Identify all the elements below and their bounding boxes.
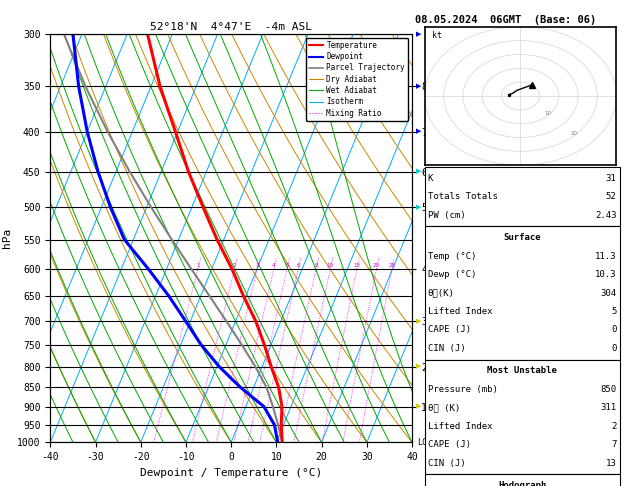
Text: Most Unstable: Most Unstable (487, 366, 557, 375)
Text: PW (cm): PW (cm) (428, 211, 465, 220)
Text: 1: 1 (196, 263, 199, 268)
Text: ▶: ▶ (416, 364, 421, 369)
Text: Pressure (mb): Pressure (mb) (428, 385, 498, 394)
Text: ▶: ▶ (416, 83, 421, 89)
Text: 6: 6 (296, 263, 300, 268)
Text: Temp (°C): Temp (°C) (428, 252, 476, 260)
Y-axis label: hPa: hPa (1, 228, 11, 248)
Text: Surface: Surface (503, 233, 541, 242)
Text: ▶: ▶ (416, 31, 421, 37)
Text: θᴄ(K): θᴄ(K) (428, 289, 455, 297)
Text: Mixing Ratio (g/kg): Mixing Ratio (g/kg) (470, 191, 479, 286)
Legend: Temperature, Dewpoint, Parcel Trajectory, Dry Adiabat, Wet Adiabat, Isotherm, Mi: Temperature, Dewpoint, Parcel Trajectory… (306, 38, 408, 121)
X-axis label: Dewpoint / Temperature (°C): Dewpoint / Temperature (°C) (140, 468, 322, 478)
Text: Hodograph: Hodograph (498, 481, 546, 486)
Text: CAPE (J): CAPE (J) (428, 440, 470, 449)
Text: Lifted Index: Lifted Index (428, 307, 493, 316)
Text: 15: 15 (353, 263, 360, 268)
Text: 7: 7 (611, 440, 616, 449)
Text: 10: 10 (544, 111, 551, 116)
Text: 11.3: 11.3 (595, 252, 616, 260)
Text: 4: 4 (272, 263, 276, 268)
Text: LCL: LCL (418, 438, 433, 447)
Text: ▶: ▶ (416, 403, 421, 410)
Text: CAPE (J): CAPE (J) (428, 326, 470, 334)
Text: 304: 304 (600, 289, 616, 297)
Text: 3: 3 (255, 263, 259, 268)
Text: 52: 52 (606, 192, 616, 201)
Text: kt: kt (432, 31, 442, 40)
Text: θᴄ (K): θᴄ (K) (428, 403, 460, 412)
Y-axis label: km
ASL: km ASL (430, 229, 451, 247)
Text: 13: 13 (606, 459, 616, 468)
Text: ▶: ▶ (416, 204, 421, 210)
Text: 2: 2 (611, 422, 616, 431)
Text: 08.05.2024  06GMT  (Base: 06): 08.05.2024 06GMT (Base: 06) (415, 15, 596, 25)
Text: 10: 10 (327, 263, 334, 268)
Text: ▶: ▶ (416, 169, 421, 174)
Text: 20: 20 (571, 131, 577, 136)
Text: Lifted Index: Lifted Index (428, 422, 493, 431)
Text: 5: 5 (286, 263, 289, 268)
Text: 8: 8 (314, 263, 318, 268)
Text: ▶: ▶ (416, 129, 421, 135)
Text: 25: 25 (389, 263, 396, 268)
Text: © weatheronline.co.uk: © weatheronline.co.uk (425, 473, 530, 482)
Text: Dewp (°C): Dewp (°C) (428, 270, 476, 279)
Text: Totals Totals: Totals Totals (428, 192, 498, 201)
Text: K: K (428, 174, 433, 183)
Text: 850: 850 (600, 385, 616, 394)
Text: 0: 0 (611, 326, 616, 334)
Text: 31: 31 (606, 174, 616, 183)
Title: 52°18'N  4°47'E  -4m ASL: 52°18'N 4°47'E -4m ASL (150, 22, 312, 32)
Text: CIN (J): CIN (J) (428, 344, 465, 353)
Text: 20: 20 (373, 263, 380, 268)
Text: 0: 0 (611, 344, 616, 353)
Text: 5: 5 (611, 307, 616, 316)
Text: 10.3: 10.3 (595, 270, 616, 279)
Text: 2.43: 2.43 (595, 211, 616, 220)
Text: 311: 311 (600, 403, 616, 412)
Text: 2: 2 (233, 263, 237, 268)
Text: CIN (J): CIN (J) (428, 459, 465, 468)
Text: ▶: ▶ (416, 318, 421, 324)
